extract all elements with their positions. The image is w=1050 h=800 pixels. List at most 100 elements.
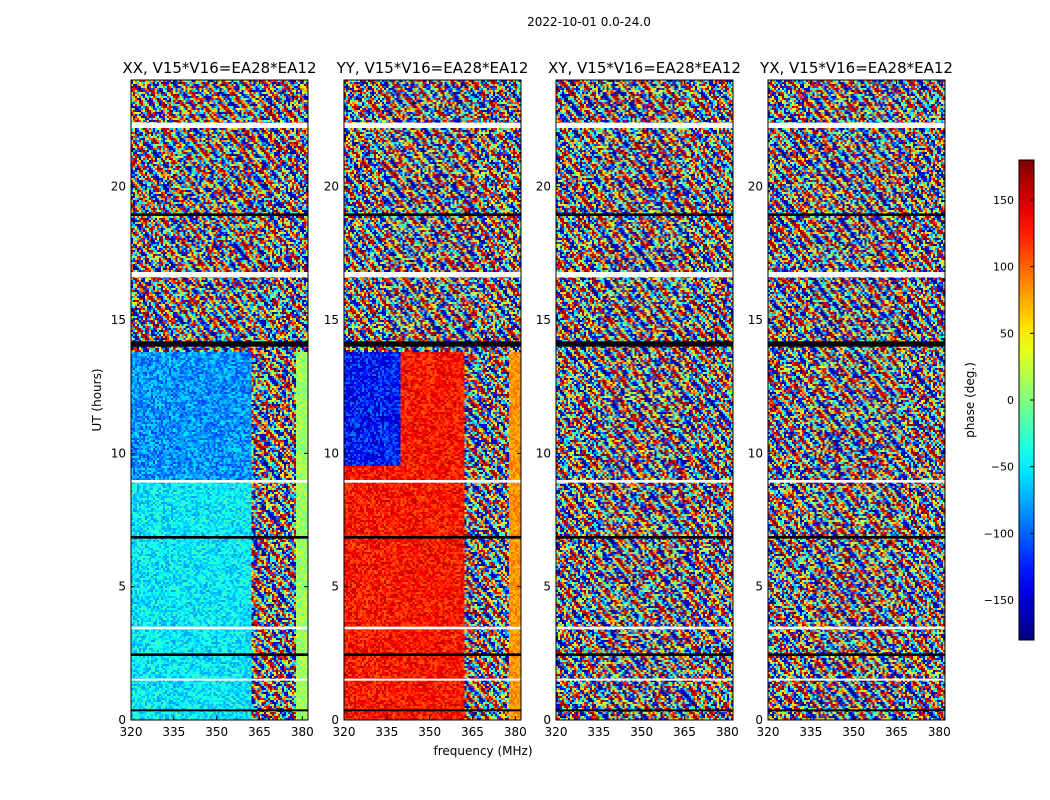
flagged-band <box>556 678 733 681</box>
y-tick-label: 15 <box>324 313 339 327</box>
y-tick-label: 0 <box>118 713 126 727</box>
x-tick-label: 335 <box>799 725 822 739</box>
x-tick-label: 350 <box>418 725 441 739</box>
flagged-band <box>556 653 733 656</box>
flagged-band <box>768 709 945 712</box>
flagged-band <box>131 213 308 216</box>
flagged-band <box>556 272 733 278</box>
flagged-band <box>768 678 945 681</box>
flagged-band <box>768 213 945 216</box>
flagged-band <box>556 341 733 347</box>
flagged-band <box>344 213 521 216</box>
flagged-band <box>556 536 733 539</box>
y-tick-label: 0 <box>755 713 763 727</box>
x-axis-label: frequency (MHz) <box>433 744 532 758</box>
x-tick-label: 365 <box>885 725 908 739</box>
flagged-band <box>556 213 733 216</box>
y-tick-label: 10 <box>536 446 551 460</box>
flagged-band <box>556 480 733 483</box>
x-tick-label: 365 <box>248 725 271 739</box>
figure-title: 2022-10-01 0.0-24.0 <box>527 15 651 29</box>
flagged-band <box>344 709 521 712</box>
flagged-band <box>131 678 308 681</box>
panel-title: XX, V15*V16=EA28*EA12 <box>122 59 316 77</box>
x-tick-label: 365 <box>673 725 696 739</box>
colorbar-tick-label: −50 <box>991 461 1014 474</box>
y-tick-label: 20 <box>111 180 126 194</box>
x-tick-label: 350 <box>205 725 228 739</box>
flagged-band <box>344 626 521 630</box>
x-tick-label: 365 <box>461 725 484 739</box>
x-tick-label: 335 <box>162 725 185 739</box>
y-tick-label: 10 <box>748 446 763 460</box>
panel-frame <box>343 79 522 721</box>
flagged-band <box>344 653 521 656</box>
flagged-band <box>768 536 945 539</box>
panel-4: YX, V15*V16=EA28*EA12 320 335 350 365 380 0 5 10… <box>748 59 953 739</box>
x-tick-label: 380 <box>504 725 527 739</box>
phase-heatmap <box>556 80 733 720</box>
flagged-band <box>556 709 733 712</box>
x-tick-label: 320 <box>545 725 568 739</box>
y-tick-label: 20 <box>748 180 763 194</box>
y-tick-label: 20 <box>324 180 339 194</box>
x-tick-label: 350 <box>842 725 865 739</box>
colorbar-tick-label: 150 <box>993 194 1014 207</box>
colorbar-tick-label: 50 <box>1000 327 1014 340</box>
y-tick-label: 5 <box>543 580 551 594</box>
y-tick-label: 5 <box>755 580 763 594</box>
flagged-band <box>344 480 521 483</box>
flagged-band <box>556 626 733 630</box>
flagged-band <box>344 536 521 539</box>
x-tick-label: 380 <box>716 725 739 739</box>
flagged-band <box>131 341 308 347</box>
flagged-band <box>768 122 945 128</box>
x-tick-label: 380 <box>291 725 314 739</box>
flagged-band <box>131 653 308 656</box>
panel-frame <box>555 79 734 721</box>
panel-2: YY, V15*V16=EA28*EA12 320 335 350 365 380 0 5 10… <box>324 59 529 739</box>
flagged-band <box>131 480 308 483</box>
flagged-band <box>344 272 521 278</box>
colorbar-tick-label: −100 <box>984 527 1014 540</box>
flagged-band <box>344 341 521 347</box>
panel-frame <box>130 79 309 721</box>
y-tick-label: 10 <box>324 446 339 460</box>
colorbar-label: phase (deg.) <box>963 362 977 438</box>
y-axis-label: UT (hours) <box>90 368 104 431</box>
flagged-band <box>131 122 308 128</box>
flagged-band <box>768 480 945 483</box>
flagged-band <box>131 626 308 630</box>
panel-title: YX, V15*V16=EA28*EA12 <box>759 59 953 77</box>
flagged-band <box>768 272 945 278</box>
panel-frame <box>767 79 946 721</box>
panel-title: XY, V15*V16=EA28*EA12 <box>548 59 741 77</box>
y-tick-label: 15 <box>111 313 126 327</box>
y-tick-label: 0 <box>331 713 339 727</box>
x-tick-label: 320 <box>333 725 356 739</box>
x-tick-label: 320 <box>120 725 143 739</box>
y-tick-label: 15 <box>536 313 551 327</box>
flagged-band <box>131 709 308 712</box>
flagged-band <box>344 122 521 128</box>
phase-heatmap <box>768 80 945 720</box>
y-tick-label: 15 <box>748 313 763 327</box>
colorbar-tick-label: 100 <box>993 261 1014 274</box>
phase-heatmap <box>131 80 308 720</box>
x-tick-label: 350 <box>630 725 653 739</box>
flagged-band <box>768 626 945 630</box>
x-tick-label: 335 <box>375 725 398 739</box>
flagged-band <box>556 122 733 128</box>
y-tick-label: 10 <box>111 446 126 460</box>
x-tick-label: 335 <box>587 725 610 739</box>
y-tick-label: 5 <box>331 580 339 594</box>
flagged-band <box>344 678 521 681</box>
x-tick-label: 380 <box>928 725 951 739</box>
panel-3: XY, V15*V16=EA28*EA12 320 335 350 365 380 0 5 10… <box>536 59 741 739</box>
colorbar-tick-label: 0 <box>1007 394 1014 407</box>
y-tick-label: 20 <box>536 180 551 194</box>
x-tick-label: 320 <box>757 725 780 739</box>
y-tick-label: 0 <box>543 713 551 727</box>
phase-heatmap <box>344 80 521 720</box>
